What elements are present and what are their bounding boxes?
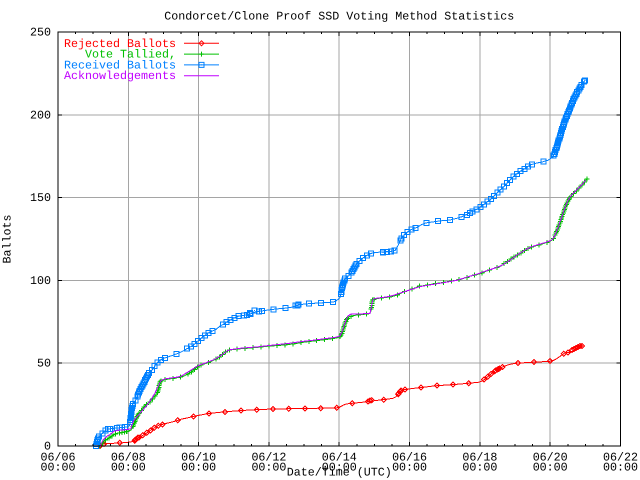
svg-text:06/20: 06/20 [533,451,568,465]
svg-text:100: 100 [30,274,51,288]
svg-text:06/18: 06/18 [462,451,497,465]
svg-text:150: 150 [30,191,51,205]
svg-text:Acknowledgements: Acknowledgements [64,69,176,83]
svg-text:06/08: 06/08 [111,451,146,465]
svg-text:06/22: 06/22 [603,451,638,465]
svg-text:250: 250 [30,26,51,40]
svg-text:Date/Time (UTC): Date/Time (UTC) [287,466,392,480]
svg-text:06/10: 06/10 [181,451,216,465]
svg-text:00:00: 00:00 [533,461,568,475]
svg-text:Condorcet/Clone Proof SSD Voti: Condorcet/Clone Proof SSD Voting Method … [164,10,514,24]
svg-text:00:00: 00:00 [111,461,146,475]
svg-text:0: 0 [44,440,51,454]
svg-text:200: 200 [30,108,51,122]
svg-text:Vote Tallied,: Vote Tallied, [85,48,176,62]
svg-text:06/14: 06/14 [322,451,357,465]
svg-text:00:00: 00:00 [251,461,286,475]
svg-text:Rejected Ballots: Rejected Ballots [64,37,176,51]
svg-text:00:00: 00:00 [392,461,427,475]
svg-text:00:00: 00:00 [462,461,497,475]
svg-text:00:00: 00:00 [41,461,76,475]
svg-text:06/12: 06/12 [251,451,286,465]
svg-text:Received Ballots: Received Ballots [64,58,176,72]
svg-text:06/06: 06/06 [41,451,76,465]
svg-text:50: 50 [37,357,51,371]
svg-text:00:00: 00:00 [603,461,638,475]
svg-text:Ballots: Ballots [1,215,15,264]
svg-text:00:00: 00:00 [181,461,216,475]
svg-text:06/16: 06/16 [392,451,427,465]
svg-text:00:00: 00:00 [322,461,357,475]
